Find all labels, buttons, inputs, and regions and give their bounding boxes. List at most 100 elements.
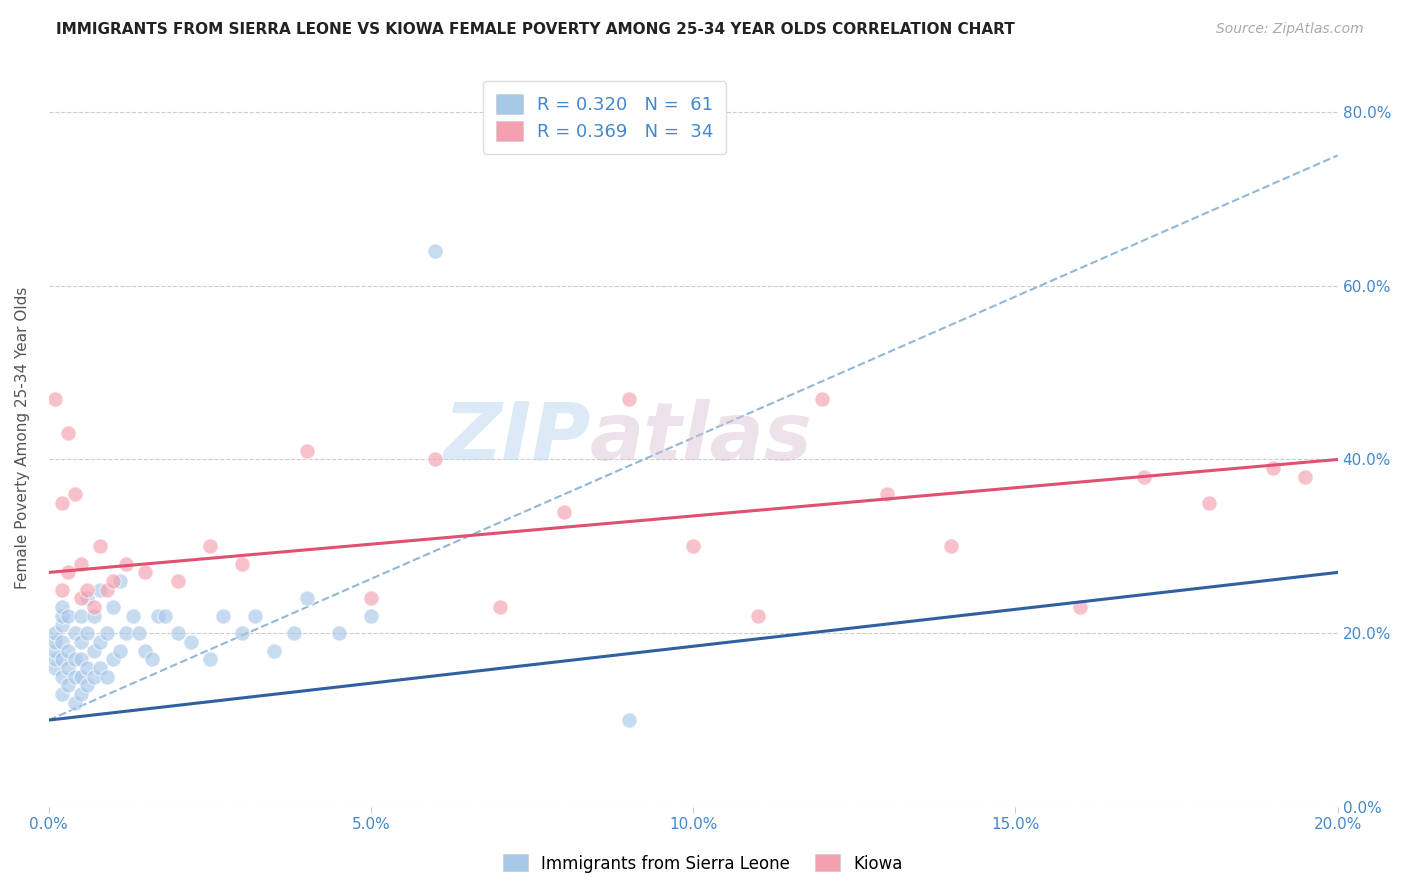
Point	[63, 696, 86, 710]
Point	[89, 661, 111, 675]
Point	[83, 643, 105, 657]
Point	[360, 591, 382, 606]
Point	[553, 505, 575, 519]
Text: Source: ZipAtlas.com: Source: ZipAtlas.com	[1216, 22, 1364, 37]
Point	[89, 539, 111, 553]
Point	[70, 635, 93, 649]
Point	[89, 582, 111, 597]
Point	[198, 539, 221, 553]
Point	[876, 487, 898, 501]
Point	[211, 608, 233, 623]
Point	[51, 600, 73, 615]
Point	[44, 643, 66, 657]
Point	[63, 487, 86, 501]
Point	[83, 600, 105, 615]
Point	[180, 635, 202, 649]
Point	[89, 635, 111, 649]
Legend: R = 0.320   N =  61, R = 0.369   N =  34: R = 0.320 N = 61, R = 0.369 N = 34	[484, 81, 727, 153]
Point	[231, 626, 253, 640]
Point	[617, 392, 640, 406]
Point	[63, 626, 86, 640]
Point	[1294, 470, 1316, 484]
Point	[70, 652, 93, 666]
Point	[44, 661, 66, 675]
Point	[44, 635, 66, 649]
Point	[425, 244, 447, 258]
Y-axis label: Female Poverty Among 25-34 Year Olds: Female Poverty Among 25-34 Year Olds	[15, 286, 30, 589]
Point	[1133, 470, 1156, 484]
Text: atlas: atlas	[591, 399, 813, 476]
Legend: Immigrants from Sierra Leone, Kiowa: Immigrants from Sierra Leone, Kiowa	[496, 847, 910, 880]
Point	[425, 452, 447, 467]
Point	[83, 670, 105, 684]
Point	[70, 608, 93, 623]
Point	[103, 600, 125, 615]
Point	[198, 652, 221, 666]
Point	[1069, 600, 1091, 615]
Point	[939, 539, 962, 553]
Point	[1263, 461, 1285, 475]
Point	[103, 574, 125, 588]
Point	[1198, 496, 1220, 510]
Point	[51, 635, 73, 649]
Point	[56, 661, 79, 675]
Point	[83, 608, 105, 623]
Point	[51, 687, 73, 701]
Point	[70, 591, 93, 606]
Point	[243, 608, 266, 623]
Point	[56, 566, 79, 580]
Point	[70, 687, 93, 701]
Point	[489, 600, 512, 615]
Point	[96, 670, 118, 684]
Point	[128, 626, 150, 640]
Point	[51, 670, 73, 684]
Point	[56, 426, 79, 441]
Point	[70, 670, 93, 684]
Point	[682, 539, 704, 553]
Point	[115, 557, 138, 571]
Point	[51, 652, 73, 666]
Point	[63, 670, 86, 684]
Point	[103, 652, 125, 666]
Point	[51, 617, 73, 632]
Point	[76, 591, 98, 606]
Point	[56, 608, 79, 623]
Point	[76, 678, 98, 692]
Point	[44, 652, 66, 666]
Point	[295, 591, 318, 606]
Point	[811, 392, 834, 406]
Point	[70, 557, 93, 571]
Point	[617, 713, 640, 727]
Point	[121, 608, 143, 623]
Point	[51, 582, 73, 597]
Point	[166, 626, 188, 640]
Point	[263, 643, 285, 657]
Point	[76, 661, 98, 675]
Point	[295, 443, 318, 458]
Point	[134, 566, 156, 580]
Point	[56, 678, 79, 692]
Point	[108, 643, 131, 657]
Point	[141, 652, 163, 666]
Point	[231, 557, 253, 571]
Point	[283, 626, 305, 640]
Point	[328, 626, 350, 640]
Point	[76, 582, 98, 597]
Point	[56, 643, 79, 657]
Point	[153, 608, 176, 623]
Point	[76, 626, 98, 640]
Text: ZIP: ZIP	[443, 399, 591, 476]
Point	[115, 626, 138, 640]
Text: IMMIGRANTS FROM SIERRA LEONE VS KIOWA FEMALE POVERTY AMONG 25-34 YEAR OLDS CORRE: IMMIGRANTS FROM SIERRA LEONE VS KIOWA FE…	[56, 22, 1015, 37]
Point	[44, 392, 66, 406]
Point	[148, 608, 170, 623]
Point	[44, 626, 66, 640]
Point	[96, 626, 118, 640]
Point	[166, 574, 188, 588]
Point	[134, 643, 156, 657]
Point	[360, 608, 382, 623]
Point	[747, 608, 769, 623]
Point	[96, 582, 118, 597]
Point	[51, 608, 73, 623]
Point	[108, 574, 131, 588]
